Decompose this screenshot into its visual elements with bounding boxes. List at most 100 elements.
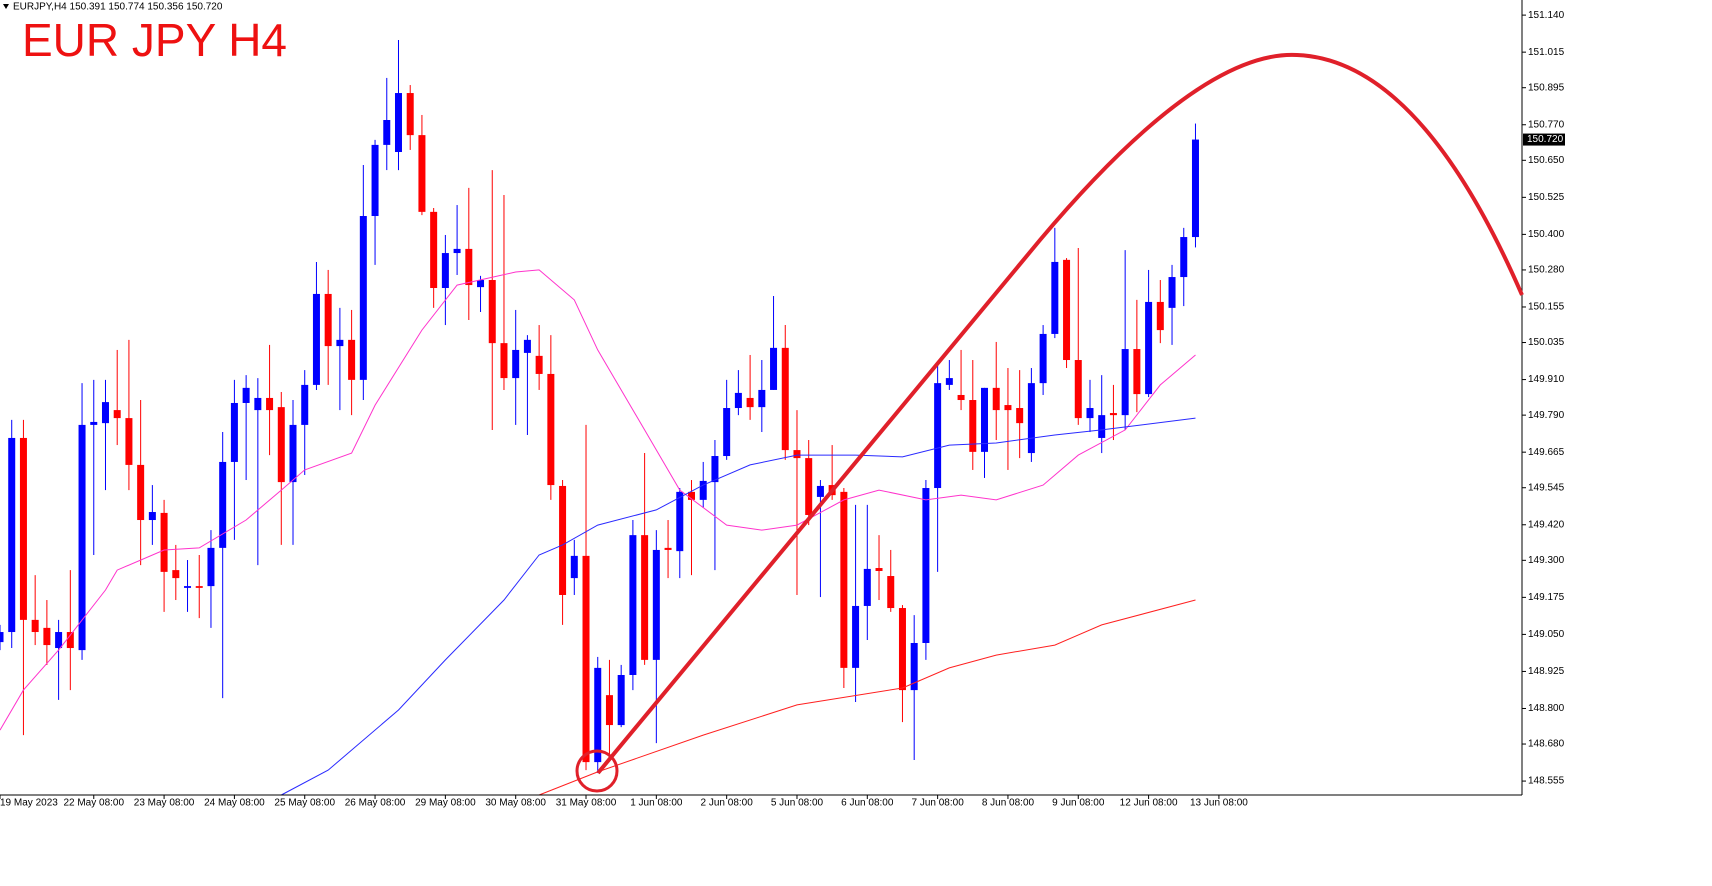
candle-body bbox=[1086, 408, 1094, 419]
candle-body bbox=[453, 248, 461, 254]
candle-body bbox=[687, 491, 695, 500]
candle-body bbox=[19, 437, 27, 620]
candle-body bbox=[617, 674, 625, 726]
candle-body bbox=[852, 605, 860, 668]
candle-body bbox=[875, 568, 883, 571]
candle-body bbox=[266, 397, 274, 411]
last-price-label: 150.720 bbox=[1527, 134, 1564, 145]
candle-body bbox=[500, 343, 508, 379]
y-tick-label: 149.175 bbox=[1528, 592, 1565, 603]
y-tick-label: 149.790 bbox=[1528, 410, 1565, 421]
candle-body bbox=[1039, 333, 1047, 384]
candle-body bbox=[664, 547, 672, 550]
candle-body bbox=[559, 485, 567, 595]
candle-body bbox=[477, 280, 485, 288]
candle-body bbox=[582, 555, 590, 763]
y-tick-label: 148.680 bbox=[1528, 739, 1565, 750]
candle-body bbox=[898, 608, 906, 691]
candle-body bbox=[219, 461, 227, 548]
candle-body bbox=[488, 280, 496, 344]
candle-body bbox=[78, 424, 86, 651]
moving-average bbox=[538, 599, 1196, 796]
candle-body bbox=[570, 555, 578, 579]
candle-body bbox=[805, 458, 813, 515]
candle-body bbox=[430, 211, 438, 289]
x-tick-label: 24 May 08:00 bbox=[204, 798, 265, 809]
x-tick-label: 22 May 08:00 bbox=[63, 798, 124, 809]
x-tick-label: 30 May 08:00 bbox=[485, 798, 546, 809]
candle-body bbox=[441, 253, 449, 289]
y-tick-label: 150.400 bbox=[1528, 229, 1565, 240]
y-tick-label: 150.650 bbox=[1528, 155, 1565, 166]
candle-body bbox=[629, 535, 637, 675]
candle-body bbox=[746, 397, 754, 408]
x-tick-label: 5 Jun 08:00 bbox=[771, 798, 824, 809]
candle-body bbox=[383, 120, 391, 145]
candle-body bbox=[289, 424, 297, 483]
candle-body bbox=[922, 488, 930, 643]
candle-body bbox=[523, 339, 531, 353]
x-tick-label: 8 Jun 08:00 bbox=[982, 798, 1035, 809]
candle-body bbox=[793, 450, 801, 459]
annotation-curve bbox=[596, 52, 1524, 775]
y-tick-label: 150.770 bbox=[1528, 119, 1565, 130]
candle-body bbox=[66, 632, 74, 649]
y-tick-label: 150.035 bbox=[1528, 337, 1565, 348]
candle-body bbox=[0, 632, 4, 643]
candle-body bbox=[301, 384, 309, 425]
candle-body bbox=[348, 339, 356, 380]
candle-body bbox=[945, 378, 953, 385]
x-tick-label: 9 Jun 08:00 bbox=[1052, 798, 1105, 809]
moving-average bbox=[281, 417, 1196, 796]
candle-body bbox=[934, 383, 942, 489]
candle-body bbox=[184, 586, 192, 588]
candle-body bbox=[1133, 349, 1141, 395]
y-tick-label: 150.155 bbox=[1528, 302, 1565, 313]
y-tick-label: 148.925 bbox=[1528, 666, 1565, 677]
x-tick-label: 6 Jun 08:00 bbox=[841, 798, 894, 809]
candle-body bbox=[160, 512, 168, 572]
x-tick-label: 29 May 08:00 bbox=[415, 798, 476, 809]
candle-body bbox=[8, 437, 16, 633]
candle-body bbox=[1145, 301, 1153, 395]
candle-body bbox=[957, 394, 965, 401]
candle-body bbox=[113, 410, 121, 419]
candle-body bbox=[641, 535, 649, 660]
y-tick-label: 150.895 bbox=[1528, 82, 1565, 93]
candle-body bbox=[55, 632, 63, 649]
candle-body bbox=[172, 570, 180, 579]
x-tick-label: 7 Jun 08:00 bbox=[911, 798, 964, 809]
candle-body bbox=[406, 93, 414, 136]
candle-body bbox=[652, 549, 660, 660]
annotation-circle bbox=[575, 749, 619, 793]
x-tick-label: 2 Jun 08:00 bbox=[701, 798, 754, 809]
x-tick-label: 19 May 2023 bbox=[0, 798, 58, 809]
candle-body bbox=[711, 456, 719, 483]
y-tick-label: 150.525 bbox=[1528, 192, 1565, 203]
candle-body bbox=[1156, 301, 1164, 331]
candle-body bbox=[312, 293, 320, 385]
candle-body bbox=[359, 216, 367, 380]
y-tick-label: 149.910 bbox=[1528, 374, 1565, 385]
x-tick-label: 26 May 08:00 bbox=[345, 798, 406, 809]
x-tick-label: 13 Jun 08:00 bbox=[1190, 798, 1248, 809]
candle-body bbox=[371, 144, 379, 217]
candle-body bbox=[1180, 237, 1188, 278]
candle-body bbox=[992, 387, 1000, 411]
menu-arrow bbox=[3, 4, 9, 9]
y-tick-label: 149.300 bbox=[1528, 555, 1565, 566]
y-tick-label: 151.140 bbox=[1528, 10, 1565, 21]
candle-body bbox=[723, 408, 731, 457]
y-tick-label: 148.555 bbox=[1528, 776, 1565, 787]
candle-body bbox=[90, 421, 98, 425]
candle-body bbox=[676, 491, 684, 552]
candle-body bbox=[277, 407, 285, 483]
x-tick-label: 12 Jun 08:00 bbox=[1120, 798, 1178, 809]
chart-title: EUR JPY H4 bbox=[22, 14, 287, 66]
candle-body bbox=[981, 387, 989, 452]
x-tick-label: 31 May 08:00 bbox=[556, 798, 617, 809]
candle-body bbox=[512, 349, 520, 379]
candle-body bbox=[148, 512, 156, 521]
